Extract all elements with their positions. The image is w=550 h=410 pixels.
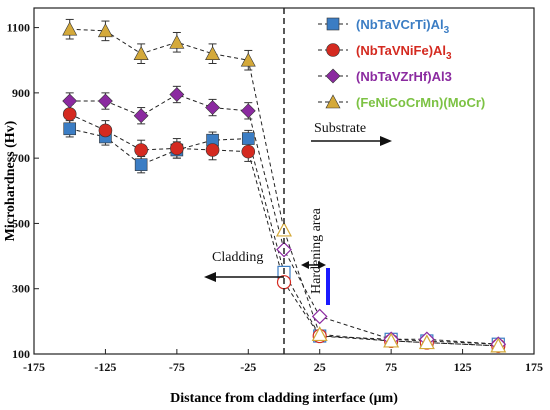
data-point-2 [205, 100, 220, 115]
data-point-0 [241, 132, 255, 145]
x-tick-label: 175 [525, 360, 543, 374]
substrate-arrowhead [380, 136, 392, 146]
legend: (NbTaVCrTi)Al3 (NbTaVNiFe)Al3 (NbTaVZrHf)A… [318, 17, 485, 110]
y-tick-label: 700 [12, 151, 30, 165]
y-tick-label: 300 [12, 282, 30, 296]
data-point-3 [418, 334, 435, 350]
data-point-3 [490, 337, 507, 353]
data-point-2 [169, 87, 185, 102]
data-points [62, 21, 507, 353]
data-point-2 [62, 93, 78, 109]
data-point-1 [62, 107, 77, 121]
hardening-arrowhead-left [301, 261, 309, 269]
legend-label: (NbTaVCrTi)Al3 [356, 17, 450, 36]
y-tick-label: 900 [12, 86, 30, 100]
data-point-3 [240, 52, 256, 67]
data-point-2 [98, 93, 113, 109]
hardening-marker-bar [326, 268, 330, 305]
data-point-3 [169, 34, 185, 49]
data-point-0 [63, 122, 77, 136]
data-point-3 [205, 46, 221, 60]
x-tick-label: -25 [240, 360, 256, 374]
legend-label: (NbTaVZrHf)Al3 [356, 69, 452, 84]
data-point-1 [98, 123, 113, 138]
series-line-0 [69, 128, 499, 345]
data-point-3 [62, 21, 78, 36]
x-tick-label: 125 [454, 360, 472, 374]
data-point-3 [97, 23, 113, 38]
cladding-label: Cladding [212, 250, 263, 265]
legend-label: (NbTaVNiFe)Al3 [356, 43, 452, 62]
data-point-2 [311, 308, 328, 325]
axis-ticks: -175 -125 -75 -25 25 75 125 175 100 300 500 700 900 1… [7, 21, 543, 374]
data-point-1 [205, 143, 220, 157]
x-tick-label: 75 [385, 360, 397, 374]
y-tick-label: 100 [12, 347, 30, 361]
data-point-3 [311, 326, 328, 342]
legend-marker [325, 68, 341, 84]
x-tick-label: -125 [94, 360, 116, 374]
data-point-3 [383, 332, 400, 348]
legend-marker [325, 94, 341, 109]
data-point-1 [134, 143, 148, 157]
legend-label: (FeNiCoCrMn)(MoCr) [356, 95, 485, 110]
data-point-1 [170, 141, 184, 156]
hardening-area-label: Hardening area [309, 207, 324, 294]
y-axis-label: Microhardness (Hv) [3, 120, 18, 241]
data-point-1 [241, 144, 256, 159]
data-point-0 [134, 158, 148, 171]
x-tick-label: 25 [314, 360, 326, 374]
data-point-2 [133, 108, 149, 124]
x-tick-label: -75 [169, 360, 185, 374]
data-point-3 [133, 46, 149, 60]
legend-marker [326, 43, 340, 57]
cladding-arrowhead [204, 272, 216, 282]
legend-marker [326, 17, 340, 31]
y-tick-label: 500 [12, 216, 30, 230]
error-bars [65, 18, 253, 174]
y-tick-label: 1100 [7, 21, 30, 35]
substrate-label: Substrate [314, 121, 366, 136]
data-point-2 [240, 103, 256, 119]
x-axis-label: Distance from cladding interface (μm) [170, 391, 398, 406]
hardening-arrowhead-right [318, 261, 326, 269]
x-tick-label: -175 [23, 360, 45, 374]
